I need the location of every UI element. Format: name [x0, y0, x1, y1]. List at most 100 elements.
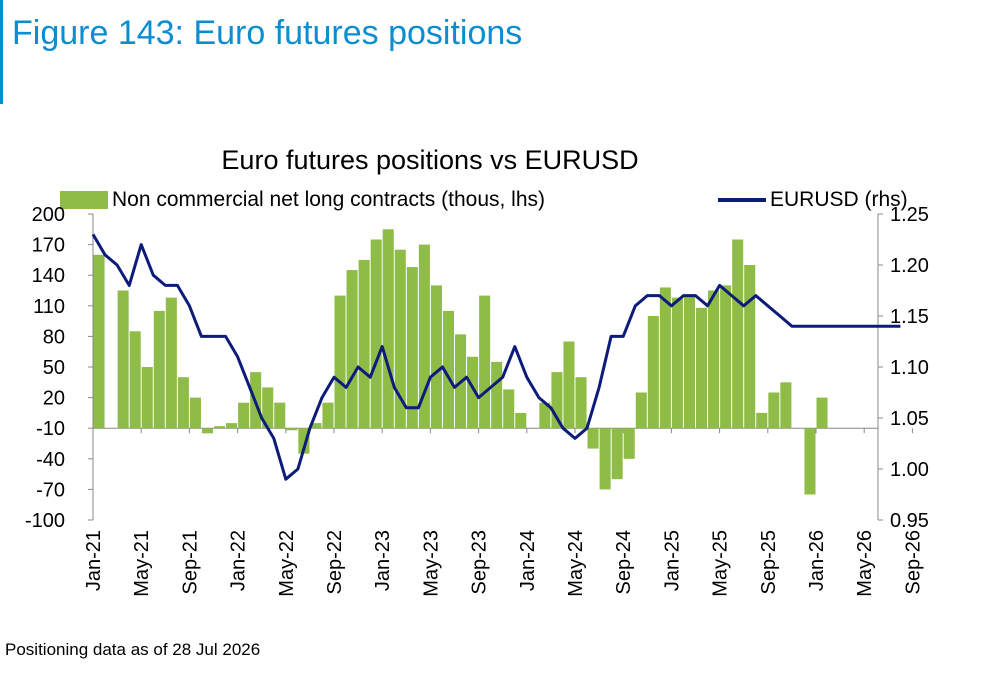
- bar-net-long: [515, 412, 527, 429]
- bar-net-long: [720, 285, 732, 429]
- bar-net-long: [370, 239, 382, 429]
- bar-net-long: [804, 428, 816, 495]
- bar-net-long: [406, 267, 418, 429]
- bar-net-long: [141, 367, 153, 429]
- bar-net-long: [394, 249, 406, 429]
- bar-net-long: [659, 287, 671, 429]
- bar-net-long: [744, 265, 756, 429]
- y-tick-label-left: 80: [43, 326, 65, 348]
- bar-net-long: [442, 310, 454, 429]
- y-tick-label-left: 50: [43, 357, 65, 379]
- legend-item-net-long: Non commercial net long contracts (thous…: [60, 188, 545, 212]
- y-tick-label-left: 200: [32, 204, 65, 226]
- y-tick-label-right: 1.05: [890, 408, 929, 430]
- x-tick-label: Sep-23: [469, 530, 491, 595]
- x-tick-label: May-25: [710, 530, 732, 597]
- x-tick-label: Sep-26: [902, 530, 924, 595]
- bar-net-long: [732, 239, 744, 429]
- legend-swatch-line: [718, 198, 766, 202]
- bar-net-long: [780, 382, 792, 429]
- bar-net-long: [696, 307, 708, 429]
- bar-net-long: [117, 290, 129, 429]
- bar-net-long: [503, 389, 515, 429]
- bar-net-long: [226, 423, 238, 429]
- y-tick-label-right: 1.25: [890, 204, 929, 226]
- bar-net-long: [708, 290, 720, 429]
- bar-net-long: [274, 402, 286, 429]
- bar-net-long: [129, 331, 141, 429]
- bar-net-long: [647, 316, 659, 429]
- bar-net-long: [262, 387, 274, 429]
- bar-net-long: [683, 295, 695, 429]
- bar-net-long: [611, 428, 623, 480]
- bar-net-long: [563, 341, 575, 429]
- legend-item-eurusd: EURUSD (rhs): [718, 188, 908, 212]
- y-tick-label-left: 110: [33, 296, 65, 318]
- y-tick-label-left: -100: [25, 510, 65, 532]
- bar-net-long: [238, 402, 250, 429]
- bar-net-long: [575, 377, 587, 429]
- x-tick-label: Jan-26: [806, 530, 828, 591]
- bar-net-long: [623, 428, 635, 459]
- bar-net-long: [286, 428, 298, 431]
- bar-net-long: [358, 259, 370, 429]
- x-tick-label: Sep-24: [613, 530, 635, 595]
- bar-net-long: [346, 270, 358, 429]
- bar-net-long: [177, 377, 189, 429]
- x-tick-label: Jan-25: [661, 530, 683, 591]
- y-tick-label-left: 20: [43, 388, 65, 410]
- bar-net-long: [587, 428, 599, 449]
- chart-title: Euro futures positions vs EURUSD: [221, 145, 639, 175]
- bar-net-long: [201, 428, 213, 434]
- title-accent-rule: [0, 0, 3, 104]
- figure-title: Figure 143: Euro futures positions: [12, 14, 523, 52]
- x-tick-label: Sep-21: [179, 530, 201, 595]
- x-tick-label: May-26: [854, 530, 876, 597]
- x-tick-label: May-22: [276, 530, 298, 597]
- x-tick-label: May-21: [131, 530, 153, 597]
- line-eurusd: [91, 233, 901, 481]
- y-tick-label-left: -10: [36, 418, 65, 440]
- legend-swatch-bar: [60, 191, 108, 209]
- legend-label-eurusd: EURUSD (rhs): [770, 188, 908, 211]
- x-tick-label: Jan-22: [228, 530, 250, 591]
- bar-net-long: [491, 361, 503, 429]
- bar-net-long: [310, 423, 322, 429]
- bar-net-long: [551, 372, 563, 429]
- bar-net-long: [467, 356, 479, 429]
- bar-net-long: [153, 310, 165, 429]
- y-tick-label-left: -70: [36, 479, 65, 501]
- y-tick-label-left: -40: [36, 449, 65, 471]
- y-tick-label-right: 0.95: [890, 510, 929, 532]
- bar-net-long: [382, 229, 394, 429]
- bar-net-long: [816, 397, 828, 429]
- bar-net-long: [671, 297, 683, 429]
- y-tick-label-left: 170: [32, 235, 65, 257]
- legend-label-net-long: Non commercial net long contracts (thous…: [112, 188, 546, 211]
- footnote: Positioning data as of 28 Jul 2026: [5, 640, 261, 659]
- y-tick-label-right: 1.15: [890, 306, 929, 328]
- x-tick-label: Sep-25: [758, 530, 780, 595]
- bar-net-long: [334, 295, 346, 429]
- bar-net-long: [756, 412, 768, 429]
- x-tick-label: Sep-22: [324, 530, 346, 595]
- bar-net-long: [635, 392, 647, 429]
- x-tick-label: May-24: [565, 530, 587, 597]
- y-tick-label-right: 1.10: [890, 357, 929, 379]
- x-tick-label: Jan-21: [83, 530, 105, 591]
- bar-net-long: [298, 428, 310, 454]
- y-tick-label-right: 1.00: [890, 459, 929, 481]
- bar-net-long: [93, 254, 105, 429]
- bar-net-long: [479, 295, 491, 429]
- y-tick-label-right: 1.20: [890, 255, 929, 277]
- bar-net-long: [214, 426, 226, 429]
- x-tick-label: Jan-24: [517, 530, 539, 591]
- bar-net-long: [768, 392, 780, 429]
- x-tick-label: May-23: [420, 530, 442, 597]
- x-tick-label: Jan-23: [372, 530, 394, 591]
- bar-net-long: [599, 428, 611, 490]
- bar-net-long: [322, 402, 334, 429]
- bar-net-long: [430, 285, 442, 429]
- bar-net-long: [189, 397, 201, 429]
